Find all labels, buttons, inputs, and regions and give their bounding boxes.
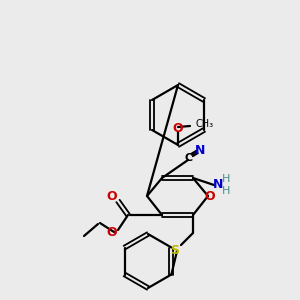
Text: O: O: [205, 190, 215, 202]
Text: O: O: [107, 190, 117, 203]
Text: CH₃: CH₃: [195, 119, 213, 129]
Text: O: O: [173, 122, 183, 134]
Text: O: O: [107, 226, 117, 238]
Text: N: N: [213, 178, 223, 191]
Text: H: H: [222, 186, 230, 196]
Text: H: H: [222, 174, 230, 184]
Text: C: C: [185, 153, 193, 163]
Text: N: N: [195, 143, 205, 157]
Text: S: S: [170, 244, 179, 256]
